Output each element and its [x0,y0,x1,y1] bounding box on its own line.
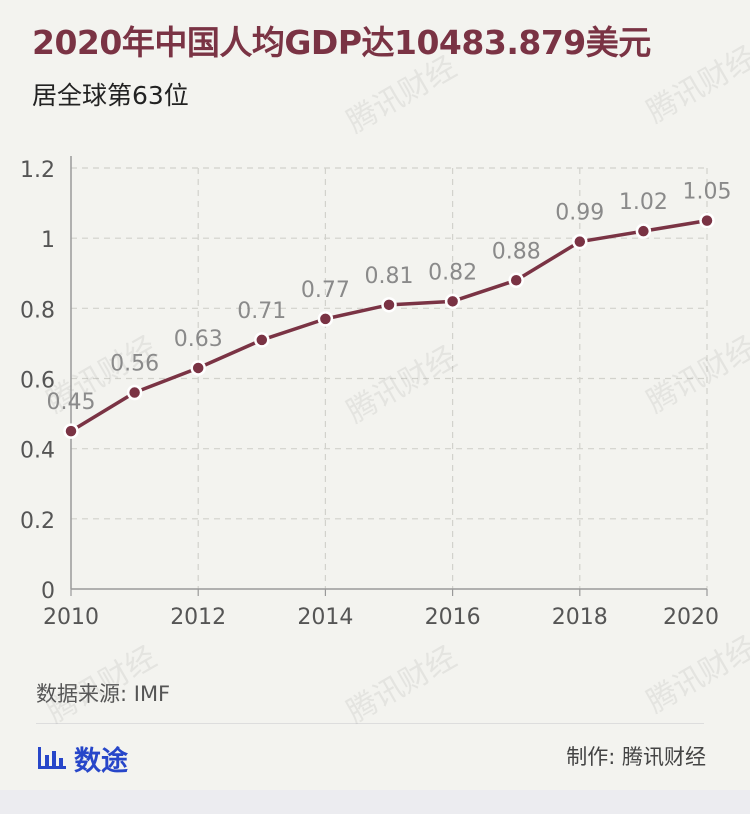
y-tick-label: 1 [41,228,55,253]
y-tick-label: 0.4 [20,439,55,464]
data-label: 0.82 [428,260,477,285]
data-label: 0.63 [174,327,223,352]
data-point [508,272,524,289]
brand-name: 数途 [74,745,128,777]
x-tick-label: 2012 [170,605,226,630]
data-point [699,212,715,229]
data-point [254,332,270,348]
data-label: 0.71 [237,299,286,324]
data-point [317,311,334,327]
y-tick-label: 0.6 [20,369,55,394]
x-tick-label: 2020 [663,605,719,630]
y-tick-label: 0.2 [20,509,55,534]
data-source: 数据来源: IMF [36,682,171,706]
data-point [381,297,397,313]
x-tick-label: 2010 [43,605,99,630]
y-tick-label: 0 [41,579,55,604]
series-line [70,218,708,433]
footer-divider [36,723,704,724]
brand-logo: 数途 [36,740,128,777]
data-label: 0.56 [110,352,159,377]
bar-chart-icon [38,747,66,769]
credit-text: 制作: 腾讯财经 [566,745,706,769]
chart-subtitle: 居全球第63位 [32,81,189,110]
chart-title: 2020年中国人均GDP达10483.879美元 [32,23,651,62]
x-tick-label: 2016 [425,605,481,630]
x-tick-label: 2018 [552,605,608,630]
data-point [635,223,652,239]
data-label: 1.02 [619,190,668,215]
data-point [444,293,461,310]
data-label: 0.99 [555,201,604,226]
y-tick-label: 1.2 [20,158,55,183]
data-label: 0.81 [365,264,414,289]
data-point [190,360,206,376]
y-tick-label: 0.8 [20,298,55,323]
data-label: 0.88 [492,239,541,264]
data-point [63,423,79,439]
data-point [126,384,143,401]
bottom-strip [0,790,750,814]
chart-card: 2020年中国人均GDP达10483.879美元 居全球第63位 0 0.2 0.4… [20,23,732,777]
data-label: 0.77 [301,278,350,303]
x-tick-label: 2014 [297,605,353,630]
data-point [572,233,588,250]
data-label: 0.45 [47,390,96,415]
data-label: 1.05 [683,180,732,205]
